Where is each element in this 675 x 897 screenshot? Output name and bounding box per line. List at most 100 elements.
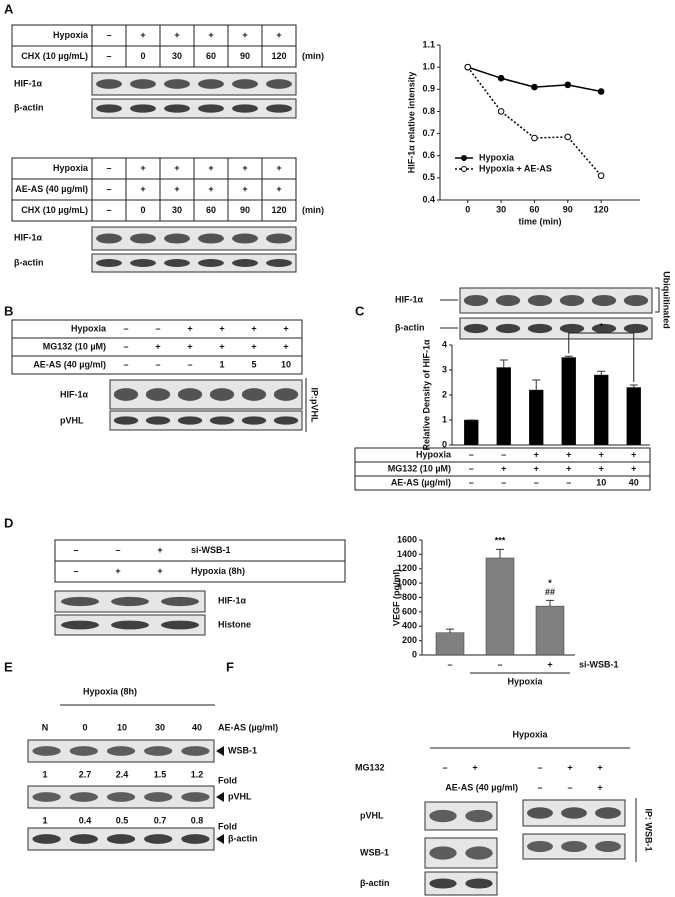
- blot-band: [463, 295, 489, 306]
- blot: [91, 72, 297, 96]
- blot-label: WSB-1: [228, 745, 257, 755]
- blot-band: [130, 259, 156, 267]
- cell: 90: [240, 51, 250, 61]
- blot-band: [69, 834, 98, 844]
- point: [597, 172, 605, 179]
- series-line: [467, 66, 602, 177]
- blot-band: [232, 233, 258, 244]
- y-tick-label: 3: [442, 364, 447, 374]
- x-tick-label: 60: [529, 204, 539, 214]
- blot-band: [527, 295, 553, 306]
- legend-marker: [461, 166, 467, 172]
- error-bar: [564, 355, 573, 358]
- blot-band: [429, 846, 457, 860]
- blot-band: [96, 259, 122, 267]
- blot-band: [561, 807, 587, 819]
- y-tick-label: 0.6: [422, 150, 435, 160]
- blot-band: [527, 841, 553, 852]
- cell: +: [140, 163, 145, 173]
- cell: 5: [251, 359, 256, 369]
- cell: –: [442, 762, 447, 772]
- blot-label: HIF-1α: [395, 294, 424, 304]
- cell: +: [174, 30, 179, 40]
- blot-label: β-actin: [14, 257, 44, 267]
- cell: +: [501, 463, 506, 473]
- blot-band: [181, 834, 210, 844]
- bar: [496, 367, 511, 446]
- blot-band: [273, 388, 299, 401]
- side-label: Ubiquitinated: [662, 271, 672, 329]
- cell: –: [106, 163, 111, 173]
- cell: +: [219, 323, 224, 333]
- blot-band: [232, 79, 258, 89]
- cell: +: [534, 463, 539, 473]
- row-label: Hypoxia: [416, 449, 452, 459]
- blot-band: [161, 620, 199, 630]
- legend-label: Hypoxia + AE-AS: [479, 163, 552, 173]
- panel-label: B: [4, 303, 13, 318]
- blot-band: [181, 746, 210, 756]
- bracket: [655, 287, 660, 313]
- blot: [459, 287, 653, 314]
- cell: +: [155, 341, 160, 351]
- fold-value: 0.8: [191, 815, 204, 825]
- panel-label: A: [4, 1, 14, 16]
- cell: +: [472, 762, 477, 772]
- blot-band: [144, 746, 173, 756]
- blot-band: [266, 259, 292, 267]
- unit: (min): [302, 51, 324, 61]
- cell: +: [115, 566, 120, 576]
- blot-band: [113, 388, 139, 401]
- y-axis-label: VEGF (pg/ml): [391, 569, 401, 626]
- row-label: si-WSB-1: [191, 545, 231, 555]
- blot-band: [164, 79, 190, 89]
- y-tick-label: 1.0: [422, 62, 435, 72]
- blot-band: [144, 792, 173, 802]
- blot-band: [241, 416, 267, 425]
- cell: 60: [206, 51, 216, 61]
- fold-value: 2.4: [116, 769, 129, 779]
- blot-band: [61, 620, 99, 630]
- x-tick-label: 120: [594, 204, 609, 214]
- blot-band: [241, 388, 267, 401]
- cell: 60: [206, 205, 216, 215]
- cell: +: [174, 163, 179, 173]
- fold-value: 0.7: [154, 815, 167, 825]
- cell: +: [187, 323, 192, 333]
- cell: +: [631, 463, 636, 473]
- blot-band: [595, 807, 621, 819]
- panel-label: E: [4, 659, 13, 674]
- cell: –: [469, 477, 474, 487]
- blot-label: HIF-1α: [218, 595, 247, 605]
- cell: –: [537, 762, 542, 772]
- y-axis-label: Relative Density of HIF-1α: [421, 339, 431, 451]
- cell: –: [106, 205, 111, 215]
- cell: +: [251, 341, 256, 351]
- ip-label: IP: WSB-1: [644, 808, 654, 851]
- blot-band: [130, 233, 156, 244]
- y-tick-label: 0.8: [422, 106, 435, 116]
- lane-label: 0: [82, 722, 87, 732]
- cell: +: [187, 341, 192, 351]
- cell: +: [208, 30, 213, 40]
- blot-label: pVHL: [228, 791, 252, 801]
- point: [531, 83, 538, 91]
- blot-label: β-actin: [14, 102, 44, 112]
- cell: +: [276, 163, 281, 173]
- row-label: MG132 (10 µM): [43, 341, 106, 351]
- row-label: MG132 (10 µM): [388, 463, 451, 473]
- cell: –: [73, 566, 78, 576]
- y-tick-label: 1200: [397, 563, 417, 573]
- cell: +: [174, 184, 179, 194]
- blot-band: [495, 323, 521, 334]
- blot: [91, 253, 297, 273]
- panel-label: F: [226, 659, 234, 674]
- blot-band: [559, 295, 585, 306]
- blot-band: [463, 323, 489, 334]
- legend-marker: [461, 155, 467, 161]
- cell: +: [208, 184, 213, 194]
- blot-band: [113, 416, 139, 425]
- table-border: [354, 447, 651, 491]
- blot-band: [623, 295, 649, 306]
- cell: –: [566, 477, 571, 487]
